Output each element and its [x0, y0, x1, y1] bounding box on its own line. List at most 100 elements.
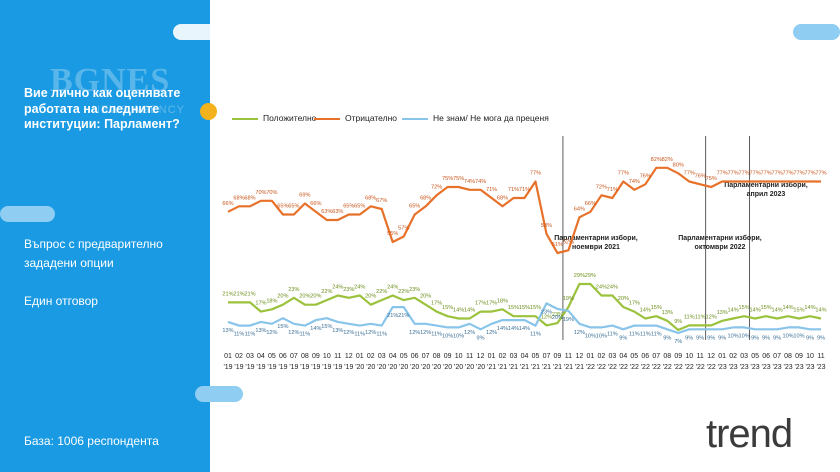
x-tick-label-year: '22 [597, 364, 606, 371]
election-annotation-line2: октомври 2022 [695, 244, 746, 251]
trend-logo: trend [706, 412, 793, 456]
x-tick-label-month: 08 [784, 353, 792, 360]
data-label-pos: 19% [563, 296, 574, 302]
data-label-pos: 22% [398, 289, 409, 295]
x-tick-label-month: 11 [817, 353, 824, 360]
x-tick-label-month: 04 [521, 353, 529, 360]
x-tick-label-month: 08 [301, 353, 309, 360]
answer-type: Един отговор [24, 294, 98, 308]
x-tick-label-year: '19 [278, 364, 287, 371]
x-tick-label-year: '19 [223, 364, 232, 371]
data-label-neg: 68% [244, 195, 255, 201]
election-annotation-line2: ноември 2021 [572, 244, 620, 251]
x-tick-label-year: '19 [256, 364, 265, 371]
x-tick-label-month: 04 [257, 353, 265, 360]
data-label-pos: 14% [464, 308, 475, 314]
data-label-dk: 11% [245, 332, 256, 338]
x-tick-label-year: '23 [718, 364, 727, 371]
data-label-neg: 77% [717, 171, 728, 177]
data-label-pos: 24% [387, 285, 398, 291]
data-label-neg: 71% [607, 187, 618, 193]
data-label-dk: 11% [629, 332, 640, 338]
logo-orb [200, 103, 217, 120]
data-label-pos: 14% [750, 308, 761, 314]
data-label-pos: 12% [541, 314, 552, 320]
data-label-neg: 72% [596, 184, 607, 190]
data-label-dk: 14% [497, 326, 508, 332]
data-label-dk: 10% [585, 333, 596, 339]
data-label-neg: 77% [771, 171, 782, 177]
x-tick-label-year: '21 [531, 364, 540, 371]
x-tick-label-year: '23 [805, 364, 814, 371]
x-tick-label-year: '22 [608, 364, 617, 371]
data-label-pos: 24% [596, 285, 607, 291]
data-label-neg: 75% [442, 176, 453, 182]
data-label-neg: 65% [343, 204, 354, 210]
x-tick-label-year: '20 [432, 364, 441, 371]
x-tick-label-month: 04 [389, 353, 397, 360]
data-label-dk: 11% [354, 332, 365, 338]
x-tick-label-year: '23 [751, 364, 760, 371]
x-tick-label-year: '19 [267, 364, 276, 371]
data-label-pos: 14% [728, 308, 739, 314]
data-label-pos: 29% [585, 273, 596, 279]
data-label-pos: 23% [288, 287, 299, 293]
data-label-pos: 15% [508, 305, 519, 311]
election-annotation-line1: Парламентарни избори, [678, 234, 762, 242]
x-tick-label-year: '20 [443, 364, 452, 371]
data-label-neg: 82% [651, 157, 662, 163]
x-tick-label-month: 12 [345, 353, 353, 360]
data-label-dk: 10% [739, 333, 750, 339]
data-label-dk: 11% [234, 332, 245, 338]
data-label-neg: 68% [233, 195, 244, 201]
x-tick-label-month: 01 [488, 353, 496, 360]
x-tick-label-month: 07 [422, 353, 430, 360]
decorative-pill [195, 386, 243, 402]
x-tick-label-month: 09 [795, 353, 803, 360]
data-label-neg: 55% [387, 231, 398, 237]
data-label-neg: 82% [662, 157, 673, 163]
data-label-neg: 66% [585, 201, 596, 207]
data-label-dk: 12% [486, 330, 497, 336]
data-label-pos: 20% [277, 294, 288, 300]
x-tick-label-month: 12 [477, 353, 485, 360]
x-tick-label-year: '22 [641, 364, 650, 371]
data-label-pos: 14% [640, 308, 651, 314]
data-label-pos: 13% [717, 310, 728, 316]
x-tick-label-month: 11 [466, 353, 473, 360]
data-label-pos: 15% [793, 308, 804, 314]
x-tick-label-month: 06 [762, 353, 770, 360]
data-label-neg: 75% [706, 176, 717, 182]
data-label-dk: 10% [782, 333, 793, 339]
series-line-dk [227, 302, 821, 335]
x-tick-label-month: 11 [697, 353, 704, 360]
data-label-dk: 11% [607, 332, 618, 338]
x-tick-label-month: 03 [378, 353, 386, 360]
x-tick-label-month: 09 [674, 353, 682, 360]
data-label-neg: 77% [618, 171, 629, 177]
data-label-neg: 77% [793, 171, 804, 177]
x-tick-label-year: '20 [476, 364, 485, 371]
data-label-dk: 12% [343, 330, 354, 336]
x-tick-label-year: '19 [289, 364, 298, 371]
x-tick-label-month: 09 [312, 353, 320, 360]
data-label-dk: 9% [718, 335, 726, 341]
data-label-dk: 15% [321, 324, 332, 330]
data-label-dk: 23% [541, 309, 552, 315]
data-label-neg: 74% [629, 179, 640, 185]
options-note: Въпрос с предварително зададени опции [24, 237, 163, 270]
data-label-neg: 66% [310, 201, 321, 207]
x-tick-label-month: 02 [597, 353, 605, 360]
series-line-neg [227, 166, 821, 255]
data-label-neg: 74% [475, 179, 486, 185]
data-label-neg: 75% [453, 176, 464, 182]
data-label-pos: 23% [409, 287, 420, 293]
data-label-pos: 24% [354, 285, 365, 291]
x-tick-label-month: 03 [608, 353, 616, 360]
data-label-neg: 58% [541, 223, 552, 229]
data-label-dk: 12% [288, 330, 299, 336]
data-label-neg: 77% [684, 171, 695, 177]
x-tick-label-month: 10 [455, 353, 463, 360]
x-tick-label-month: 07 [652, 353, 660, 360]
data-label-pos: 21% [244, 291, 255, 297]
